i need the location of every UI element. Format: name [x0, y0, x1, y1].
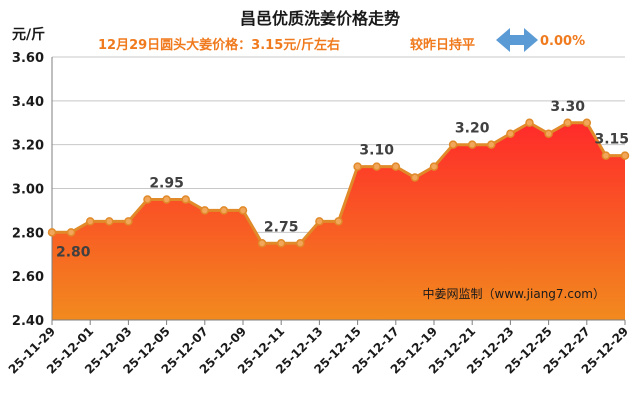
y-tick-label: 2.40	[12, 314, 44, 329]
data-point	[620, 151, 630, 160]
data-point	[47, 228, 57, 237]
data-points	[47, 118, 630, 248]
data-point	[391, 162, 401, 171]
data-point	[601, 151, 611, 160]
data-labels: 2.80 2.95 2.75 3.10 3.20 3.30 3.15	[56, 99, 629, 261]
data-point	[276, 239, 286, 248]
data-point	[238, 206, 248, 215]
data-point	[448, 140, 458, 149]
data-label: 2.75	[264, 219, 299, 235]
change-label: 较昨日持平	[410, 38, 476, 53]
data-point	[410, 173, 420, 182]
y-tick-label: 3.40	[12, 95, 44, 110]
data-point	[257, 239, 267, 248]
y-tick-label: 3.00	[12, 183, 44, 198]
x-tick-labels: 25-11-2925-12-0125-12-0325-12-0525-12-07…	[6, 320, 631, 377]
y-tick-label: 2.60	[12, 270, 44, 285]
y-tick-label: 3.60	[12, 51, 44, 66]
data-point	[85, 217, 95, 226]
data-point	[467, 140, 477, 149]
chart-title: 昌邑优质洗姜价格走势	[239, 9, 400, 28]
data-point	[544, 129, 553, 138]
data-point	[429, 162, 439, 171]
data-point	[315, 217, 324, 226]
watermark: 中姜网监制（www.jiang7.com）	[423, 286, 605, 301]
data-point	[143, 195, 152, 204]
data-point	[334, 217, 343, 226]
axes	[51, 57, 625, 321]
data-label: 2.80	[56, 244, 91, 260]
data-point	[582, 118, 592, 127]
data-label: 3.20	[455, 121, 490, 137]
data-label: 3.30	[550, 99, 585, 115]
y-tick-label: 2.80	[12, 226, 44, 241]
data-point	[563, 118, 572, 127]
data-point	[219, 206, 229, 215]
data-label: 3.10	[359, 143, 394, 159]
data-point	[181, 195, 190, 204]
y-axis-unit: 元/斤	[12, 27, 46, 43]
data-point	[487, 140, 496, 149]
y-tick-label: 3.20	[12, 139, 44, 154]
data-point	[124, 217, 133, 226]
data-point	[506, 129, 515, 138]
data-point	[353, 162, 362, 171]
data-point	[162, 195, 171, 204]
y-tick-labels: 2.40 2.60 2.80 3.00 3.20 3.40 3.60	[12, 51, 44, 329]
data-point	[296, 239, 305, 248]
data-label: 3.15	[594, 132, 629, 148]
data-point	[525, 118, 534, 127]
change-value: 0.00%	[540, 34, 586, 49]
price-summary: 12月29日圆头大姜价格：3.15元/斤左右	[98, 38, 341, 53]
data-point	[105, 217, 114, 226]
double-arrow-icon	[496, 28, 538, 52]
data-point	[66, 228, 76, 237]
data-point	[200, 206, 210, 215]
data-point	[372, 162, 381, 171]
data-label: 2.95	[149, 175, 184, 191]
